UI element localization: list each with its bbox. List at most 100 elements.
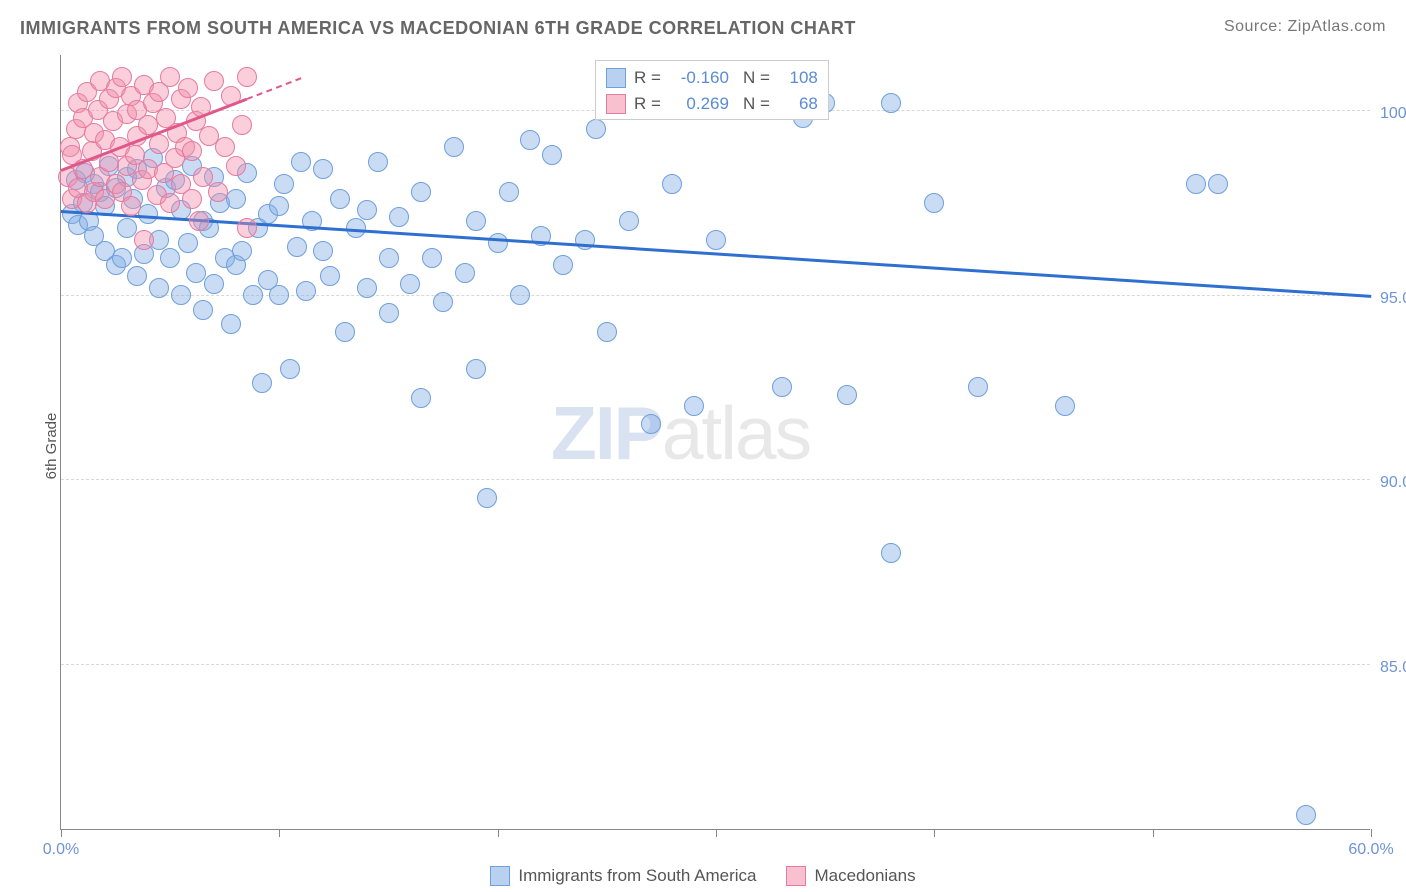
data-point (313, 241, 333, 261)
legend-item: Macedonians (786, 866, 915, 886)
data-point (215, 137, 235, 157)
data-point (232, 241, 252, 261)
gridline (61, 664, 1370, 665)
data-point (178, 233, 198, 253)
data-point (149, 278, 169, 298)
y-tick-label: 100.0% (1380, 105, 1406, 123)
data-point (881, 93, 901, 113)
legend-swatch (606, 68, 626, 88)
data-point (182, 141, 202, 161)
legend-row: R = -0.160 N = 108 (606, 65, 818, 91)
x-tick-label: 0.0% (43, 841, 79, 859)
data-point (1186, 174, 1206, 194)
data-point (171, 285, 191, 305)
data-point (641, 414, 661, 434)
legend-swatch (786, 866, 806, 886)
x-tick (1371, 829, 1372, 837)
watermark: ZIPatlas (551, 390, 810, 476)
y-tick-label: 90.0% (1380, 474, 1406, 492)
legend-swatch (606, 94, 626, 114)
data-point (320, 266, 340, 286)
x-tick (279, 829, 280, 837)
chart-title: IMMIGRANTS FROM SOUTH AMERICA VS MACEDON… (20, 18, 856, 39)
legend-swatch (490, 866, 510, 886)
data-point (182, 189, 202, 209)
data-point (389, 207, 409, 227)
legend-series: Immigrants from South America Macedonians (0, 866, 1406, 886)
data-point (455, 263, 475, 283)
data-point (189, 211, 209, 231)
data-point (134, 230, 154, 250)
legend-n-label: N = (743, 94, 770, 114)
data-point (553, 255, 573, 275)
x-tick (61, 829, 62, 837)
data-point (208, 182, 228, 202)
data-point (313, 159, 333, 179)
data-point (160, 193, 180, 213)
legend-item: Immigrants from South America (490, 866, 756, 886)
data-point (112, 248, 132, 268)
y-tick-label: 95.0% (1380, 290, 1406, 308)
data-point (411, 182, 431, 202)
data-point (837, 385, 857, 405)
data-point (662, 174, 682, 194)
legend-n-label: N = (743, 68, 770, 88)
x-tick-label: 60.0% (1348, 841, 1393, 859)
data-point (586, 119, 606, 139)
trend-line (61, 210, 1371, 297)
data-point (924, 193, 944, 213)
data-point (296, 281, 316, 301)
data-point (520, 130, 540, 150)
legend-row: R = 0.269 N = 68 (606, 91, 818, 117)
legend-r-label: R = (634, 94, 661, 114)
x-tick (934, 829, 935, 837)
data-point (221, 314, 241, 334)
data-point (466, 211, 486, 231)
data-point (510, 285, 530, 305)
data-point (422, 248, 442, 268)
data-point (178, 78, 198, 98)
data-point (1296, 805, 1316, 825)
y-axis-label: 6th Grade (43, 413, 60, 480)
legend-n-value: 108 (778, 68, 818, 88)
data-point (243, 285, 263, 305)
legend-r-value: -0.160 (669, 68, 729, 88)
data-point (499, 182, 519, 202)
data-point (379, 303, 399, 323)
data-point (237, 218, 257, 238)
data-point (335, 322, 355, 342)
x-tick (498, 829, 499, 837)
data-point (1055, 396, 1075, 416)
data-point (204, 71, 224, 91)
data-point (112, 67, 132, 87)
x-tick (1153, 829, 1154, 837)
legend-label: Immigrants from South America (518, 866, 756, 886)
legend-r-value: 0.269 (669, 94, 729, 114)
data-point (368, 152, 388, 172)
data-point (466, 359, 486, 379)
data-point (121, 196, 141, 216)
data-point (160, 248, 180, 268)
data-point (357, 200, 377, 220)
data-point (968, 377, 988, 397)
data-point (488, 233, 508, 253)
data-point (400, 274, 420, 294)
data-point (542, 145, 562, 165)
data-point (274, 174, 294, 194)
legend-n-value: 68 (778, 94, 818, 114)
data-point (706, 230, 726, 250)
data-point (252, 373, 272, 393)
data-point (330, 189, 350, 209)
plot-area: ZIPatlas 85.0%90.0%95.0%100.0%0.0%60.0% (60, 55, 1370, 830)
legend-label: Macedonians (814, 866, 915, 886)
data-point (444, 137, 464, 157)
data-point (280, 359, 300, 379)
data-point (232, 115, 252, 135)
data-point (127, 266, 147, 286)
data-point (291, 152, 311, 172)
legend-r-label: R = (634, 68, 661, 88)
x-tick (716, 829, 717, 837)
data-point (477, 488, 497, 508)
data-point (881, 543, 901, 563)
data-point (684, 396, 704, 416)
